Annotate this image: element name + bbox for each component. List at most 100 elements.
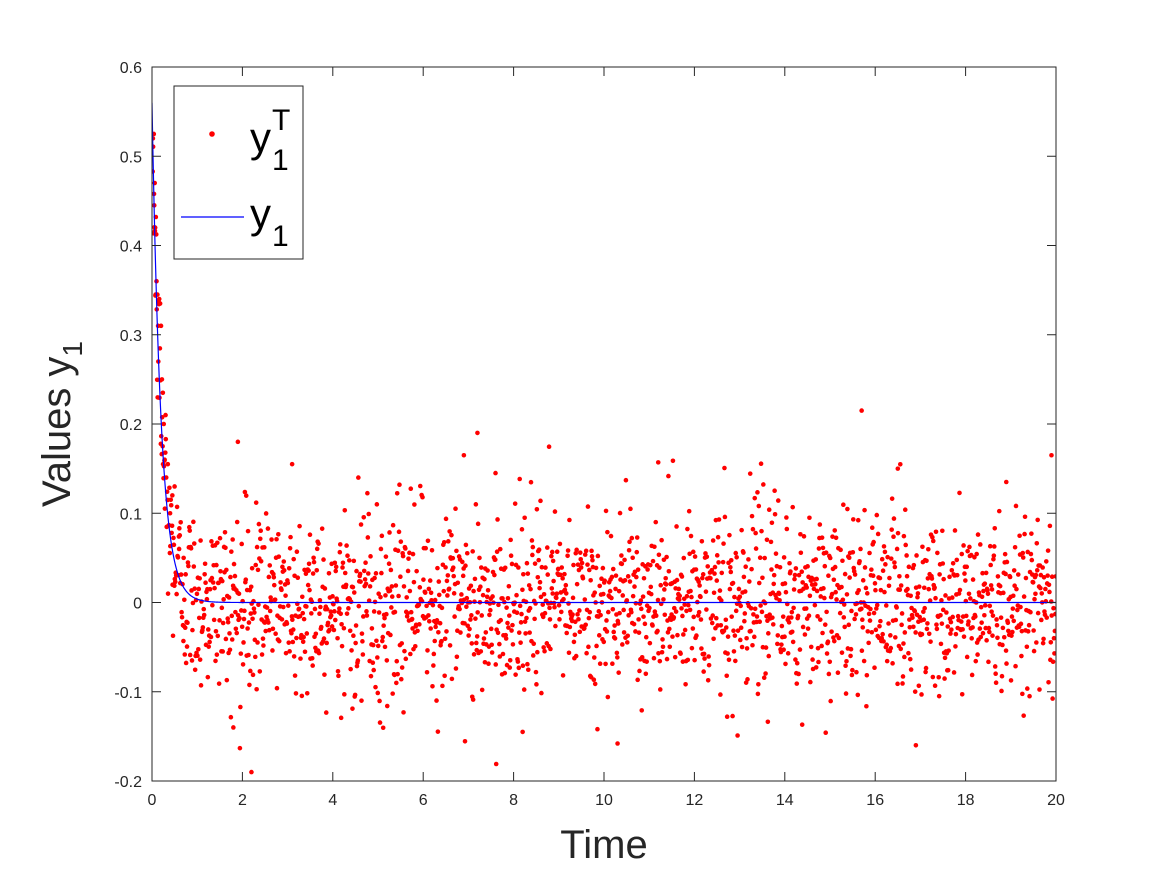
data-point xyxy=(973,658,979,664)
data-point xyxy=(455,580,461,586)
data-point xyxy=(919,631,925,637)
data-point xyxy=(358,579,363,584)
data-point xyxy=(304,604,309,609)
data-point xyxy=(761,675,767,680)
data-point xyxy=(365,571,371,576)
data-point xyxy=(189,658,195,663)
data-point xyxy=(718,692,723,697)
data-point xyxy=(539,690,544,696)
data-point xyxy=(463,542,469,548)
data-point xyxy=(1032,596,1037,602)
data-point xyxy=(782,581,788,586)
data-point xyxy=(283,650,289,656)
data-point xyxy=(780,614,786,619)
data-point xyxy=(248,584,254,590)
fitted-curve-line xyxy=(152,102,1056,604)
data-point xyxy=(789,609,795,615)
data-point xyxy=(462,621,467,626)
data-point xyxy=(339,643,345,649)
data-point xyxy=(301,634,306,640)
data-point xyxy=(1011,568,1017,573)
data-point xyxy=(377,720,383,725)
data-point xyxy=(898,583,904,588)
data-point xyxy=(965,548,970,554)
data-point xyxy=(727,532,732,538)
data-point xyxy=(301,616,307,622)
data-point xyxy=(722,514,728,520)
data-point xyxy=(328,613,334,618)
data-point xyxy=(290,617,295,623)
data-point xyxy=(276,532,281,537)
data-point xyxy=(319,526,325,531)
data-point xyxy=(520,729,525,735)
data-point xyxy=(369,626,375,631)
data-point xyxy=(537,585,542,591)
data-point xyxy=(255,640,260,645)
data-point xyxy=(198,683,204,688)
data-point xyxy=(516,665,522,671)
data-point xyxy=(867,550,872,556)
data-point xyxy=(234,519,240,525)
data-point xyxy=(765,719,771,725)
data-point xyxy=(370,642,376,648)
data-point xyxy=(643,634,649,640)
data-point xyxy=(612,636,618,641)
data-point xyxy=(396,529,402,535)
data-point xyxy=(165,461,171,467)
data-point xyxy=(855,517,861,523)
data-point xyxy=(841,615,847,620)
data-point xyxy=(981,588,986,594)
data-point xyxy=(747,471,753,476)
data-point xyxy=(844,658,849,664)
data-point xyxy=(767,612,772,617)
data-point xyxy=(775,641,780,647)
data-point xyxy=(405,610,410,616)
data-point xyxy=(769,567,774,572)
data-point xyxy=(554,595,559,601)
data-point xyxy=(300,639,306,645)
data-point xyxy=(782,634,787,640)
data-point xyxy=(882,589,887,595)
data-point xyxy=(893,635,898,640)
data-point xyxy=(205,674,211,680)
data-point xyxy=(977,626,983,631)
data-point xyxy=(777,564,783,570)
data-point xyxy=(850,549,856,555)
data-point xyxy=(817,617,823,622)
data-point xyxy=(917,614,923,620)
data-point xyxy=(224,677,230,683)
data-point xyxy=(601,639,607,645)
data-point xyxy=(389,605,394,610)
x-tick-label: 10 xyxy=(595,792,613,809)
data-point xyxy=(645,567,650,572)
data-point xyxy=(464,550,470,556)
data-point xyxy=(604,629,610,634)
data-point xyxy=(538,594,544,600)
data-point xyxy=(921,609,926,614)
data-point xyxy=(692,657,697,663)
data-point xyxy=(239,541,245,547)
data-point xyxy=(760,575,765,581)
data-point xyxy=(162,506,168,511)
data-point xyxy=(725,651,730,656)
data-point xyxy=(970,577,976,582)
data-point xyxy=(231,561,237,567)
data-point xyxy=(700,575,705,581)
data-point xyxy=(895,530,901,536)
data-point xyxy=(961,543,966,548)
data-point xyxy=(574,547,579,553)
data-point xyxy=(312,606,318,612)
data-point xyxy=(716,517,722,522)
data-point xyxy=(539,564,545,570)
data-point xyxy=(360,652,366,657)
data-point xyxy=(1048,599,1054,604)
data-point xyxy=(479,687,485,693)
data-point xyxy=(185,620,190,625)
data-point xyxy=(445,593,450,598)
data-point xyxy=(636,617,641,622)
data-point xyxy=(289,630,294,636)
data-point xyxy=(849,672,855,678)
data-point xyxy=(956,591,962,596)
data-point xyxy=(562,587,568,593)
data-point xyxy=(988,583,994,588)
